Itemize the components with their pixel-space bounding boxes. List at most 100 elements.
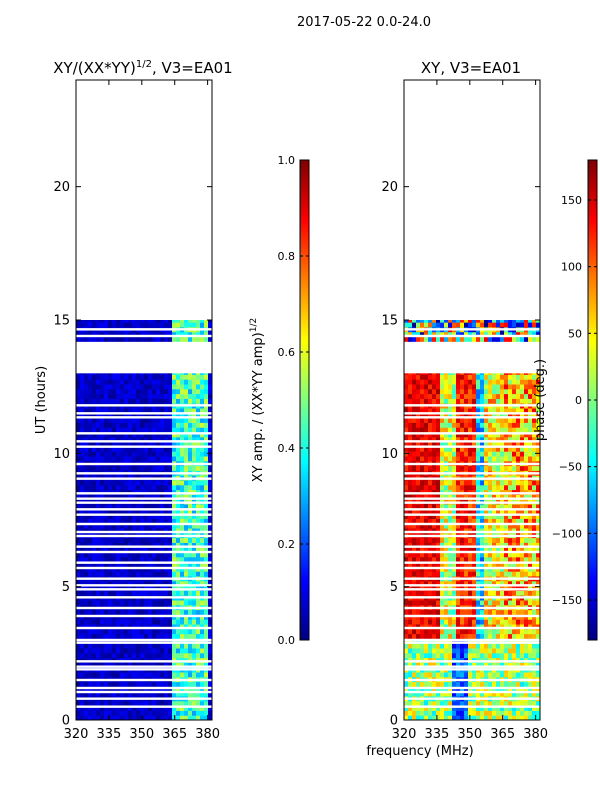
heatmap-cell bbox=[192, 715, 197, 721]
heatmap-cell bbox=[492, 552, 497, 558]
heatmap-cell bbox=[428, 547, 433, 553]
heatmap-cell bbox=[504, 542, 509, 548]
heatmap-cell bbox=[420, 451, 425, 457]
heatmap-cell bbox=[484, 422, 489, 428]
heatmap-cell bbox=[528, 523, 533, 529]
heatmap-cell bbox=[180, 561, 185, 567]
heatmap-cell bbox=[420, 609, 425, 615]
heatmap-cell bbox=[184, 465, 189, 471]
heatmap-cell bbox=[156, 446, 161, 452]
heatmap-cell bbox=[84, 571, 89, 577]
heatmap-cell bbox=[524, 590, 529, 596]
heatmap-cell bbox=[536, 504, 541, 510]
heatmap-cell bbox=[188, 537, 193, 543]
heatmap-cell bbox=[160, 446, 165, 452]
heatmap-cell bbox=[84, 422, 89, 428]
heatmap-cell bbox=[520, 508, 525, 515]
heatmap-cell bbox=[80, 652, 85, 659]
heatmap-cell bbox=[532, 700, 537, 707]
heatmap-cell bbox=[148, 590, 153, 596]
heatmap-cell bbox=[512, 465, 517, 471]
heatmap-cell bbox=[104, 494, 109, 500]
heatmap-cell bbox=[204, 412, 209, 419]
heatmap-cell bbox=[156, 547, 161, 553]
heatmap-cell bbox=[416, 504, 421, 510]
heatmap-cell bbox=[512, 484, 517, 491]
heatmap-cell bbox=[188, 643, 193, 649]
heatmap-cell bbox=[132, 384, 137, 390]
heatmap-cell bbox=[484, 580, 489, 587]
heatmap-cell bbox=[408, 672, 413, 678]
heatmap-cell bbox=[156, 451, 161, 457]
heatmap-cell bbox=[132, 446, 137, 452]
heatmap-cell bbox=[432, 609, 437, 615]
heatmap-cell bbox=[464, 633, 469, 639]
heatmap-cell bbox=[144, 441, 149, 447]
heatmap-cell bbox=[76, 648, 81, 654]
heatmap-cell bbox=[196, 633, 201, 639]
heatmap-cell bbox=[84, 624, 89, 630]
heatmap-cell bbox=[464, 681, 469, 687]
heatmap-cell bbox=[452, 451, 457, 457]
heatmap-cell bbox=[412, 580, 417, 587]
heatmap-cell bbox=[496, 561, 501, 567]
heatmap-cell bbox=[444, 494, 449, 500]
heatmap-cell bbox=[168, 528, 173, 534]
heatmap-cell bbox=[516, 590, 521, 596]
heatmap-cell bbox=[440, 451, 445, 457]
heatmap-cell bbox=[116, 571, 121, 577]
heatmap-cell bbox=[100, 336, 105, 342]
heatmap-cell bbox=[124, 700, 129, 707]
heatmap-cell bbox=[152, 633, 157, 639]
heatmap-cell bbox=[120, 571, 125, 577]
heatmap-cell bbox=[184, 322, 189, 328]
heatmap-cell bbox=[188, 331, 193, 338]
heatmap-cell bbox=[184, 393, 189, 399]
heatmap-cell bbox=[124, 590, 129, 596]
heatmap-cell bbox=[148, 542, 153, 548]
heatmap-cell bbox=[80, 705, 85, 711]
heatmap-cell bbox=[124, 494, 129, 500]
heatmap-cell bbox=[420, 643, 425, 649]
heatmap-cell bbox=[116, 374, 121, 380]
heatmap-cell bbox=[120, 561, 125, 567]
heatmap-cell bbox=[452, 436, 457, 443]
heatmap-cell bbox=[444, 633, 449, 639]
heatmap-cell bbox=[164, 580, 169, 587]
heatmap-cell bbox=[520, 624, 525, 630]
heatmap-cell bbox=[524, 643, 529, 649]
heatmap-cell bbox=[464, 705, 469, 711]
heatmap-cell bbox=[468, 705, 473, 711]
heatmap-cell bbox=[192, 388, 197, 395]
heatmap-cell bbox=[188, 518, 193, 524]
heatmap-cell bbox=[416, 662, 421, 668]
heatmap-cell bbox=[120, 552, 125, 558]
heatmap-cell bbox=[472, 504, 477, 510]
heatmap-cell bbox=[172, 398, 177, 404]
heatmap-cell bbox=[412, 432, 417, 438]
heatmap-cell bbox=[416, 710, 421, 716]
heatmap-cell bbox=[140, 609, 145, 615]
heatmap-cell bbox=[412, 480, 417, 486]
colorbar-segment bbox=[300, 392, 309, 397]
heatmap-cell bbox=[152, 710, 157, 716]
heatmap-cell bbox=[144, 662, 149, 668]
heatmap-cell bbox=[192, 480, 197, 486]
heatmap-cell bbox=[76, 384, 81, 390]
heatmap-cell bbox=[84, 556, 89, 563]
heatmap-cell bbox=[464, 628, 469, 635]
heatmap-cell bbox=[404, 619, 409, 625]
heatmap-cells bbox=[404, 320, 541, 721]
heatmap-cell bbox=[88, 422, 93, 428]
heatmap-cell bbox=[444, 523, 449, 529]
heatmap-cell bbox=[96, 580, 101, 587]
heatmap-cell bbox=[100, 609, 105, 615]
heatmap-cell bbox=[84, 523, 89, 529]
heatmap-cell bbox=[492, 542, 497, 548]
heatmap-cell bbox=[420, 484, 425, 491]
heatmap-cell bbox=[428, 480, 433, 486]
heatmap-cell bbox=[180, 427, 185, 433]
heatmap-cell bbox=[160, 672, 165, 678]
heatmap-cell bbox=[164, 681, 169, 687]
heatmap-cell bbox=[520, 628, 525, 635]
